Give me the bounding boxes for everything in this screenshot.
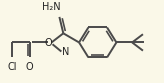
Text: O: O: [25, 62, 33, 72]
Text: Cl: Cl: [7, 62, 17, 72]
Text: H₂N: H₂N: [42, 2, 61, 12]
Text: N: N: [62, 47, 69, 57]
Text: O: O: [45, 38, 52, 48]
